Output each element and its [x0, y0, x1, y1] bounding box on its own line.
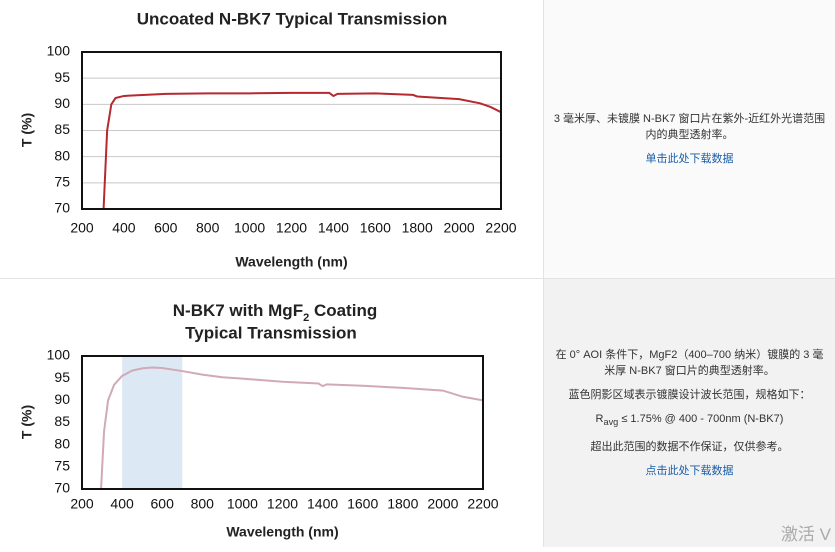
- chart-cell: N-BK7 with MgF2 Coating Typical Transmis…: [0, 279, 543, 547]
- y-tick-label: 85: [54, 121, 70, 137]
- description: 在 0° AOI 条件下，MgF2（400–700 纳米）镀膜的 3 毫米厚 N…: [555, 349, 824, 378]
- y-tick-label: 100: [47, 43, 71, 59]
- x-tick-label: 2000: [444, 220, 475, 236]
- y-tick-label: 75: [54, 174, 70, 190]
- y-tick-label: 95: [54, 69, 70, 85]
- x-tick-label: 200: [70, 220, 94, 236]
- title-part: N-BK7 with MgF: [173, 301, 303, 320]
- row: Uncoated N-BK7 Typical Transmission 70 75…: [0, 0, 835, 279]
- x-tick-label: 1200: [267, 496, 298, 512]
- x-tick-label: 800: [196, 220, 220, 236]
- y-axis-label: T (%): [19, 405, 35, 439]
- plot-frame: [81, 355, 484, 490]
- x-axis-label: Wavelength (nm): [226, 524, 338, 540]
- x-tick-label: 1800: [402, 220, 433, 236]
- x-tick-label: 800: [191, 496, 215, 512]
- chart-cell: Uncoated N-BK7 Typical Transmission 70 75…: [0, 0, 543, 278]
- title-subscript: 2: [303, 312, 309, 324]
- chart-title: N-BK7 with MgF2 Coating: [173, 301, 377, 323]
- side-panel: 3 毫米厚、未镀膜 N-BK7 窗口片在紫外-近红外光谱范围内的典型透射率。 单…: [543, 0, 835, 278]
- side-panel: 在 0° AOI 条件下，MgF2（400–700 纳米）镀膜的 3 毫米厚 N…: [543, 279, 835, 547]
- x-tick-label: 400: [112, 220, 136, 236]
- x-tick-label: 400: [110, 496, 134, 512]
- x-tick-label: 1600: [347, 496, 378, 512]
- x-tick-label: 600: [151, 496, 175, 512]
- y-tick-label: 70: [54, 480, 70, 496]
- spec-text: ≤ 1.75% @ 400 - 700nm (N-BK7): [618, 413, 784, 426]
- note: 蓝色阴影区域表示镀膜设计波长范围，规格如下：: [568, 389, 811, 402]
- y-tick-label: 85: [54, 413, 70, 429]
- x-axis-label: Wavelength (nm): [235, 254, 347, 270]
- x-tick-label: 1200: [276, 220, 307, 236]
- highlight-band: [122, 356, 183, 489]
- download-link[interactable]: 点击此处下载数据: [645, 464, 734, 477]
- y-tick-label: 100: [47, 347, 71, 363]
- series-line: [100, 366, 484, 490]
- y-tick-label: 80: [54, 147, 70, 163]
- spec-subscript: avg: [603, 417, 619, 428]
- y-tick-label: 90: [54, 391, 70, 407]
- x-tick-label: 1000: [227, 496, 258, 512]
- y-tick-label: 95: [54, 369, 70, 385]
- y-tick-label: 90: [54, 95, 70, 111]
- spec: Ravg ≤ 1.75% @ 400 - 700nm (N-BK7): [596, 411, 784, 430]
- x-tick-label: 600: [154, 220, 178, 236]
- x-tick-label: 2200: [485, 220, 516, 236]
- download-link[interactable]: 单击此处下载数据: [645, 153, 734, 165]
- chart-title: Typical Transmission: [185, 323, 357, 342]
- series-line: [102, 91, 502, 210]
- description: 3 毫米厚、未镀膜 N-BK7 窗口片在紫外-近红外光谱范围内的典型透射率。: [553, 113, 826, 141]
- y-axis-label: T (%): [19, 113, 35, 147]
- chart: Uncoated N-BK7 Typical Transmission 70 75…: [19, 9, 517, 270]
- x-tick-label: 2200: [467, 496, 498, 512]
- y-tick-label: 70: [54, 200, 70, 216]
- title-part: Coating: [309, 301, 377, 320]
- plot-frame: [81, 51, 502, 210]
- row: N-BK7 with MgF2 Coating Typical Transmis…: [0, 279, 835, 547]
- x-tick-label: 1600: [360, 220, 391, 236]
- x-tick-label: 1400: [307, 496, 338, 512]
- x-tick-label: 1000: [234, 220, 265, 236]
- chart-title: Uncoated N-BK7 Typical Transmission: [137, 9, 447, 28]
- y-tick-label: 80: [54, 435, 70, 451]
- chart: N-BK7 with MgF2 Coating Typical Transmis…: [19, 301, 499, 540]
- spec-symbol: R: [595, 413, 604, 426]
- disclaimer: 超出此范围的数据不作保证，仅供参考。: [590, 440, 789, 453]
- watermark: 激活 V: [780, 525, 831, 544]
- x-tick-label: 200: [70, 496, 94, 512]
- y-tick-label: 75: [54, 458, 70, 474]
- x-tick-label: 2000: [427, 496, 458, 512]
- x-tick-label: 1400: [318, 220, 349, 236]
- x-tick-label: 1800: [387, 496, 418, 512]
